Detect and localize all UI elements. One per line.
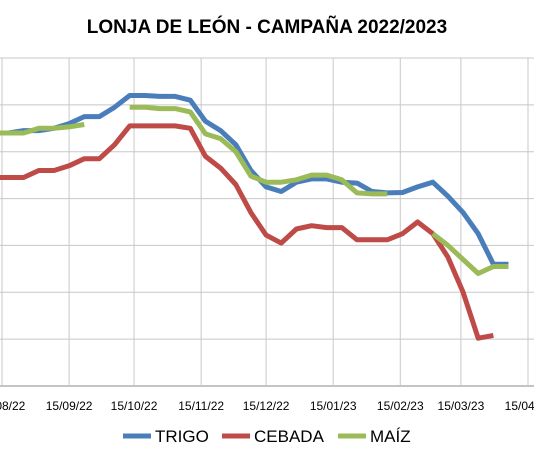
series-line-maiz bbox=[431, 231, 509, 276]
series-lines bbox=[0, 93, 509, 341]
legend-label: CEBADA bbox=[254, 427, 325, 446]
x-tick-label: 15/02/23 bbox=[377, 399, 424, 413]
gridlines bbox=[0, 57, 534, 387]
series-line-maiz bbox=[129, 104, 388, 197]
legend-item-trigo: TRIGO bbox=[123, 427, 209, 446]
series-cebada bbox=[0, 123, 494, 341]
x-tick-label: 15/09/22 bbox=[46, 399, 93, 413]
legend-item-cebada: CEBADA bbox=[222, 427, 325, 446]
series-line-trigo bbox=[0, 93, 509, 267]
x-tick-label: 15/03/23 bbox=[438, 399, 485, 413]
x-tick-label: 15/11/22 bbox=[178, 399, 224, 413]
series-line-maiz bbox=[0, 122, 85, 136]
chart-title: LONJA DE LEÓN - CAMPAÑA 2022/2023 bbox=[87, 16, 447, 38]
x-tick-label: 15/12/22 bbox=[243, 399, 290, 413]
x-axis-tick-labels: 15/08/22 15/09/22 15/10/22 15/11/22 15/12/22… bbox=[0, 399, 534, 413]
series-line-cebada bbox=[0, 123, 494, 341]
x-tick-label: 15/10/22 bbox=[111, 399, 158, 413]
legend: TRIGO CEBADA MAÍZ bbox=[123, 427, 411, 446]
legend-label: MAÍZ bbox=[370, 427, 411, 446]
x-tick-label: 15/08/22 bbox=[0, 399, 26, 413]
series-trigo bbox=[0, 93, 509, 267]
legend-label: TRIGO bbox=[155, 427, 209, 446]
legend-item-maiz: MAÍZ bbox=[338, 427, 411, 446]
x-tick-label: 15/01/23 bbox=[310, 399, 357, 413]
series-maiz bbox=[0, 104, 509, 276]
x-tick-label: 15/04/23 bbox=[505, 399, 534, 413]
